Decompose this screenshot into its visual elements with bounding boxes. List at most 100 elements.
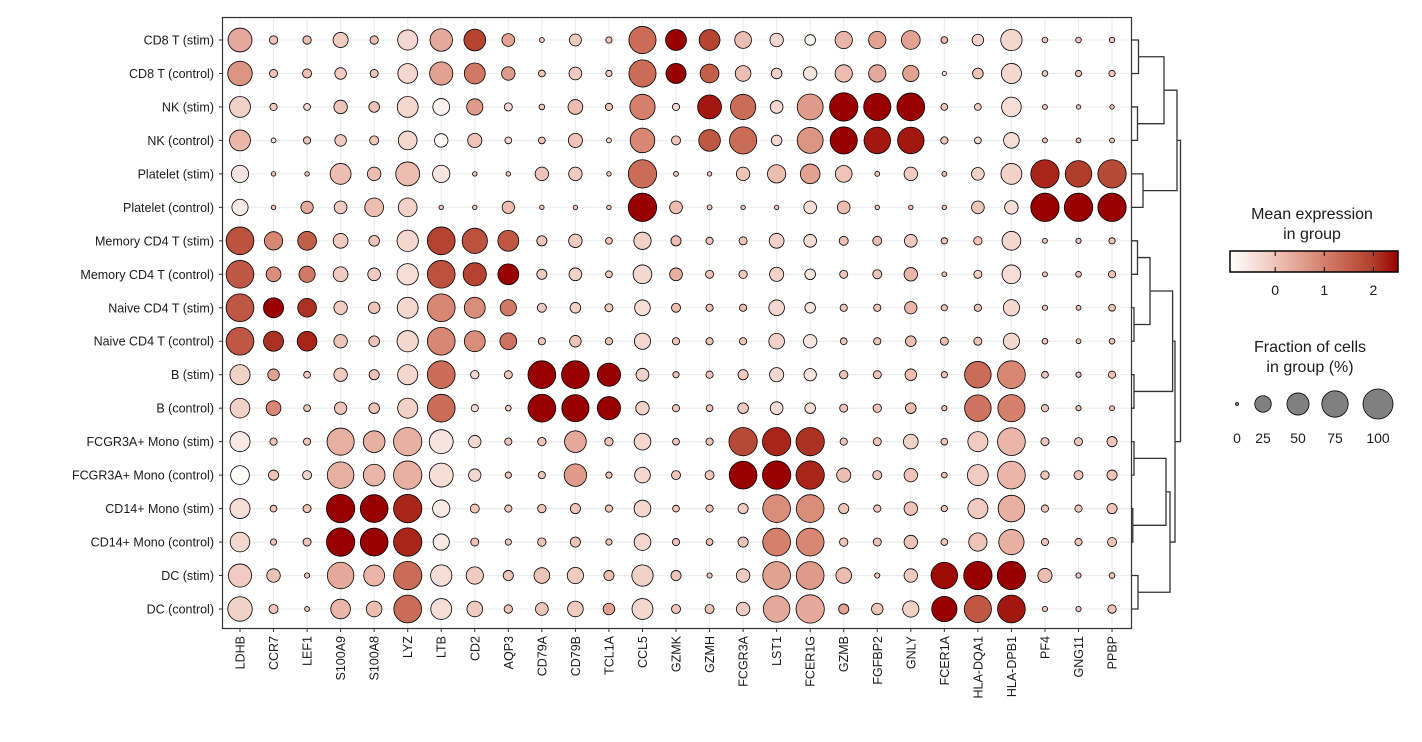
dot [868,30,887,50]
dot [996,560,1026,591]
dot [874,204,880,210]
dot [605,270,613,279]
dot [1106,469,1118,481]
dot [705,538,714,546]
dot [1075,371,1082,378]
dot [225,226,255,256]
dot [504,437,513,446]
size-legend-label: 100 [1366,430,1390,446]
dot [367,267,381,282]
dot [396,296,419,319]
dendrogram-branch [1132,106,1139,142]
dot [705,437,714,446]
dot [470,404,479,413]
dot [631,564,654,587]
dot [397,29,419,51]
dot [839,337,848,346]
dot [1001,231,1022,251]
dot [334,134,347,147]
dot [1063,192,1094,222]
dot [1074,437,1083,447]
dot [263,297,284,319]
dot [467,132,483,148]
y-tick-label: Memory CD4 T (control) [80,268,214,282]
dot [904,301,918,315]
x-tick-label: CCL5 [636,636,650,668]
dot [903,501,918,516]
dot [1074,69,1083,78]
dot [939,336,949,346]
dot [762,561,791,590]
dot [670,235,682,247]
dot [229,364,251,386]
dot [1001,96,1022,118]
dot [393,427,423,457]
dot [997,394,1026,423]
dot [971,200,985,215]
dot [974,136,982,145]
dot [871,602,884,616]
x-tick-label: AQP3 [502,636,516,669]
dot [768,299,785,316]
dot [605,237,613,245]
dot [973,236,983,246]
dot [367,166,382,182]
x-tick-label: CCR7 [267,636,281,670]
dot [227,60,253,87]
dot [569,335,582,348]
dot [968,532,988,552]
y-tick-label: CD8 T (control) [129,67,214,81]
dot [304,572,311,579]
dot [470,537,480,547]
dot [735,568,751,583]
dot [604,303,614,313]
dot [396,263,419,286]
dot [503,370,513,380]
dots-layer [225,26,1127,624]
dot [267,368,280,381]
dot [739,337,748,346]
y-tick-label: FCGR3A+ Mono (stim) [87,435,214,449]
dot [393,560,423,591]
dot [1108,69,1116,78]
dendrogram-branch [1132,507,1134,543]
dot [967,464,989,486]
dot [839,303,848,312]
x-tick-label: S100A9 [334,636,348,681]
dot [332,32,349,48]
dot [499,332,518,351]
dot [940,237,948,245]
dot [1074,538,1083,547]
dot [229,129,251,152]
dendrogram-branch [1132,173,1144,208]
dot [537,437,547,447]
size-legend-dot [1286,392,1310,416]
size-legend-label: 25 [1255,430,1271,446]
dot [569,536,581,548]
dot [1075,338,1082,345]
dot [632,264,653,285]
dot [839,537,849,547]
y-tick-label: Platelet (control) [123,201,214,215]
dot [605,36,613,44]
x-tick-label: HLA-DPB1 [1005,636,1019,697]
x-tick-label: FCER1A [938,635,952,685]
dot [298,265,316,283]
dot [633,231,652,250]
dot [362,430,386,453]
dendrogram-branch [1138,491,1171,593]
dot [671,102,681,111]
dot [705,236,714,245]
dot [738,269,748,279]
dot [566,567,584,585]
dot [839,437,848,446]
dot [735,601,751,617]
dot [940,103,949,111]
dot [432,533,450,551]
dot [839,269,849,279]
dot [333,200,348,215]
dot [903,534,918,550]
y-tick-label: Platelet (stim) [138,167,214,181]
dot [468,468,482,482]
dot [567,99,584,115]
